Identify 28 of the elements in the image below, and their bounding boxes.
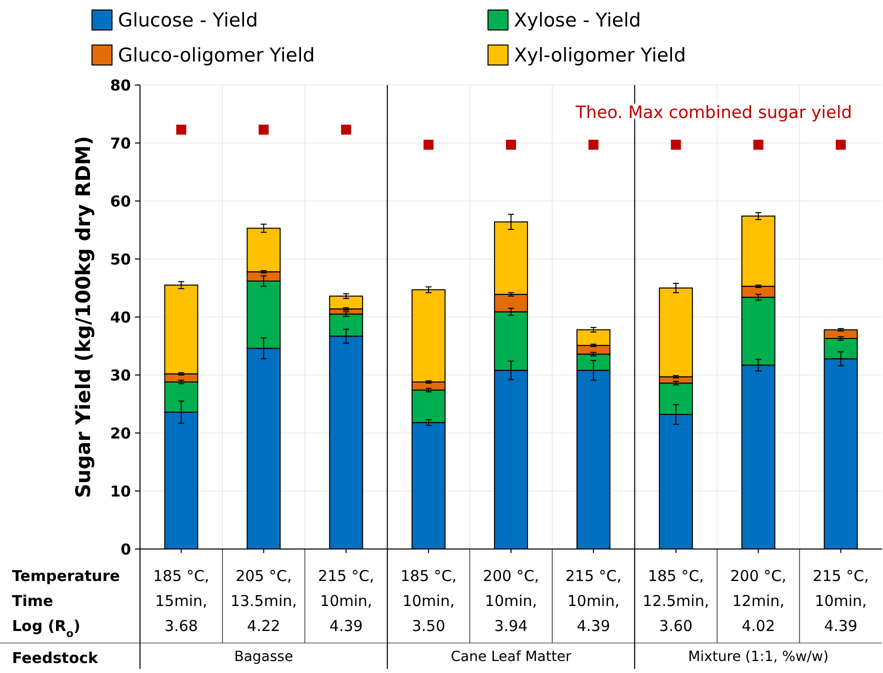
y-tick-label: 10	[110, 482, 131, 500]
x-tick-label: 215 °C, 10min, 4.39	[812, 567, 869, 635]
y-tick-label: 70	[110, 134, 131, 152]
y-tick-label: 50	[110, 250, 131, 268]
y-tick-label: 30	[110, 366, 131, 384]
x-tick-label: 200 °C, 12min, 4.02	[730, 567, 786, 635]
x-tick-label: 215 °C, 10min, 4.39	[318, 567, 374, 635]
text: Bagasse	[234, 649, 294, 665]
x-axis-title: Temperature Time Log (R$_{o}$)	[12, 567, 120, 640]
y-tick-label: 80	[110, 76, 131, 94]
x-tick-label: 215 °C, 10min, 4.39	[565, 567, 622, 635]
x-tick-label: 185 °C, 12.5min, 3.60	[642, 567, 710, 635]
y-tick-label: 0	[120, 540, 131, 558]
text: Feedstock	[12, 649, 100, 667]
x-tick-label: 205 °C, 13.5min, 4.22	[230, 567, 297, 635]
legend-label: Xylose - Yield	[514, 10, 641, 32]
text: Mixture (1:1, %w/w)	[688, 649, 829, 665]
legend-label: Xyl-oligomer Yield	[514, 44, 686, 67]
text: Cane Leaf Matter	[450, 649, 572, 665]
x-tick-label: 200 °C, 10min, 3.94	[482, 567, 540, 635]
y-tick-label: 60	[110, 192, 131, 210]
y-axis-title: Sugar Yield (kg/100kg dry RDM)	[71, 136, 95, 498]
x-tick-label: 185 °C, 10min, 3.50	[400, 567, 457, 635]
y-tick-label: 40	[110, 308, 131, 326]
y-tick-label: 20	[110, 424, 131, 442]
legend-label: Gluco-oligomer Yield	[118, 44, 315, 67]
x-tick-label: 185 °C, 15min, 3.68	[153, 567, 210, 635]
legend-label: Glucose - Yield	[118, 10, 258, 32]
